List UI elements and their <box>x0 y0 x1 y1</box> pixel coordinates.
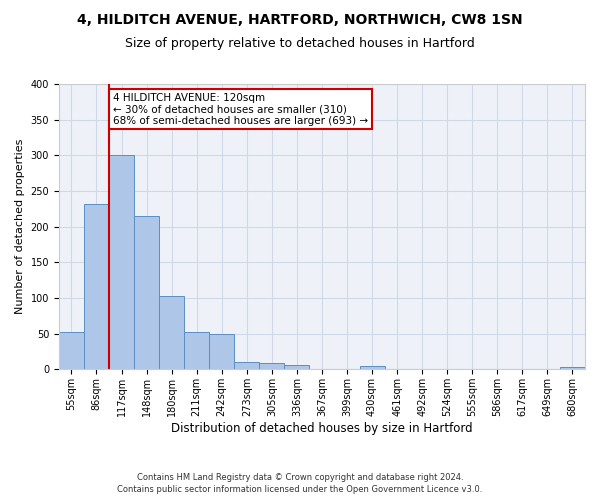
X-axis label: Distribution of detached houses by size in Hartford: Distribution of detached houses by size … <box>171 422 473 435</box>
Bar <box>234 362 259 370</box>
Bar <box>259 363 284 370</box>
Bar <box>59 332 84 370</box>
Bar <box>84 204 109 370</box>
Bar <box>209 334 234 370</box>
Bar <box>284 365 310 370</box>
Text: 4, HILDITCH AVENUE, HARTFORD, NORTHWICH, CW8 1SN: 4, HILDITCH AVENUE, HARTFORD, NORTHWICH,… <box>77 12 523 26</box>
Text: Contains HM Land Registry data © Crown copyright and database right 2024.: Contains HM Land Registry data © Crown c… <box>137 472 463 482</box>
Bar <box>134 216 159 370</box>
Bar <box>560 367 585 370</box>
Y-axis label: Number of detached properties: Number of detached properties <box>15 139 25 314</box>
Bar <box>184 332 209 370</box>
Text: 4 HILDITCH AVENUE: 120sqm
← 30% of detached houses are smaller (310)
68% of semi: 4 HILDITCH AVENUE: 120sqm ← 30% of detac… <box>113 92 368 126</box>
Bar <box>159 296 184 370</box>
Text: Contains public sector information licensed under the Open Government Licence v3: Contains public sector information licen… <box>118 485 482 494</box>
Bar <box>359 366 385 370</box>
Text: Size of property relative to detached houses in Hartford: Size of property relative to detached ho… <box>125 38 475 51</box>
Bar <box>109 156 134 370</box>
